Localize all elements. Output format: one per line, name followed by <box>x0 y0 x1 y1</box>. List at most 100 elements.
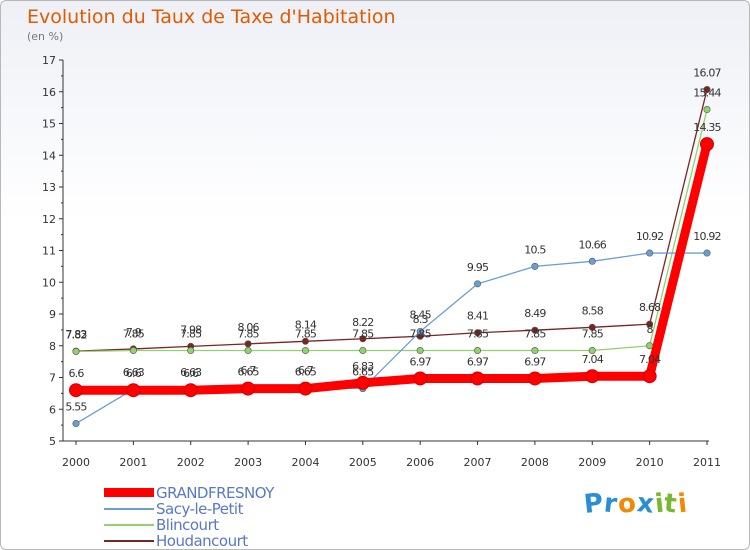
data-label: 8.22 <box>352 316 373 329</box>
proxiti-logo: Proxiti <box>582 488 690 520</box>
data-point <box>244 340 252 348</box>
data-label: 15.44 <box>693 87 721 100</box>
series-line-2 <box>75 108 708 353</box>
data-label: 7.85 <box>123 328 145 341</box>
data-point <box>588 347 596 355</box>
data-label: 7.85 <box>352 328 374 341</box>
logo-letter: i <box>676 488 690 520</box>
data-point <box>703 86 711 94</box>
y-tick-label: 10 <box>42 276 56 289</box>
data-point <box>241 381 256 396</box>
data-point <box>642 369 657 384</box>
data-label: 7.85 <box>295 328 317 341</box>
data-label: 6.6 <box>68 367 84 380</box>
data-label: 6.63 <box>180 366 202 379</box>
data-label: 9.95 <box>467 261 489 274</box>
data-label: 7.82 <box>65 328 86 341</box>
chart-title: Evolution du Taux de Taxe d'Habitation <box>27 6 396 28</box>
data-point <box>585 369 600 384</box>
y-tick-label: 14 <box>42 149 56 162</box>
legend-label: GRANDFRESNOY <box>156 484 274 502</box>
x-tick-label: 2000 <box>62 456 90 469</box>
data-label: 8.45 <box>410 308 432 321</box>
y-tick-label: 11 <box>42 245 56 258</box>
y-tick-label: 15 <box>42 118 56 131</box>
y-tick-label: 12 <box>42 213 56 226</box>
data-label: 8.41 <box>467 310 488 323</box>
x-tick-label: 2008 <box>521 456 549 469</box>
data-label: 8 <box>647 323 654 336</box>
data-point <box>527 371 542 386</box>
series-line-3 <box>75 88 708 352</box>
legend-swatch <box>104 524 154 526</box>
data-point <box>416 347 424 355</box>
data-point <box>69 383 83 398</box>
data-label: 8.49 <box>524 307 546 320</box>
y-tick-label: 17 <box>42 54 56 67</box>
data-point <box>244 347 252 355</box>
x-tick-label: 2009 <box>578 456 606 469</box>
data-point <box>72 347 80 355</box>
data-point <box>703 249 711 257</box>
data-label: 5.55 <box>65 401 87 414</box>
data-point <box>531 262 539 270</box>
x-tick-label: 2002 <box>177 456 205 469</box>
x-tick-label: 2003 <box>234 456 262 469</box>
data-label: 8.68 <box>639 301 661 314</box>
data-label: 7.85 <box>410 328 432 341</box>
x-tick-label: 2005 <box>349 456 377 469</box>
data-label: 10.92 <box>693 230 721 243</box>
data-label: 8.14 <box>295 318 317 331</box>
data-point <box>298 381 313 396</box>
x-tick-label: 2010 <box>636 456 664 469</box>
data-point <box>531 347 539 355</box>
data-point <box>359 335 367 343</box>
data-label: 6.7 <box>241 364 257 377</box>
data-point <box>359 347 367 355</box>
data-point <box>700 137 714 152</box>
data-label: 6.65 <box>295 366 317 379</box>
x-tick-label: 2007 <box>464 456 492 469</box>
data-point <box>646 342 654 350</box>
x-tick-label: 2006 <box>406 456 434 469</box>
data-label: 10.92 <box>636 230 664 243</box>
data-label: 7.04 <box>639 353 661 366</box>
data-point <box>474 329 482 337</box>
data-label: 6.63 <box>123 366 145 379</box>
data-point <box>646 320 654 328</box>
data-point <box>470 371 485 386</box>
y-tick-label: 6 <box>49 403 56 416</box>
data-label: 16.07 <box>693 67 721 80</box>
data-label: 10.5 <box>524 243 546 256</box>
data-label: 14.35 <box>693 121 721 134</box>
data-label: 6.97 <box>524 355 546 368</box>
series-line-0 <box>71 139 712 395</box>
data-label: 7.9 <box>126 326 142 339</box>
data-point <box>474 347 482 355</box>
data-label: 7.85 <box>467 328 489 341</box>
data-label: 7.98 <box>180 323 202 336</box>
data-point <box>301 337 309 345</box>
data-point <box>129 347 137 355</box>
y-tick-label: 7 <box>49 372 56 385</box>
data-label: 8.06 <box>237 321 259 334</box>
data-label: 6.65 <box>237 366 259 379</box>
data-point <box>703 106 711 114</box>
series-line-1 <box>75 252 708 425</box>
data-point <box>474 280 482 288</box>
data-point <box>413 371 428 386</box>
data-label: 6.83 <box>352 360 374 373</box>
data-label: 6.65 <box>352 366 374 379</box>
data-label: 6.6 <box>183 367 199 380</box>
data-label: 8.58 <box>582 304 604 317</box>
data-point <box>72 420 80 428</box>
y-tick-label: 8 <box>49 340 56 353</box>
y-tick-label: 5 <box>49 435 56 448</box>
data-point <box>531 326 539 334</box>
data-point <box>588 323 596 331</box>
data-point <box>187 347 195 355</box>
data-point <box>301 347 309 355</box>
data-label: 7.04 <box>582 353 604 366</box>
